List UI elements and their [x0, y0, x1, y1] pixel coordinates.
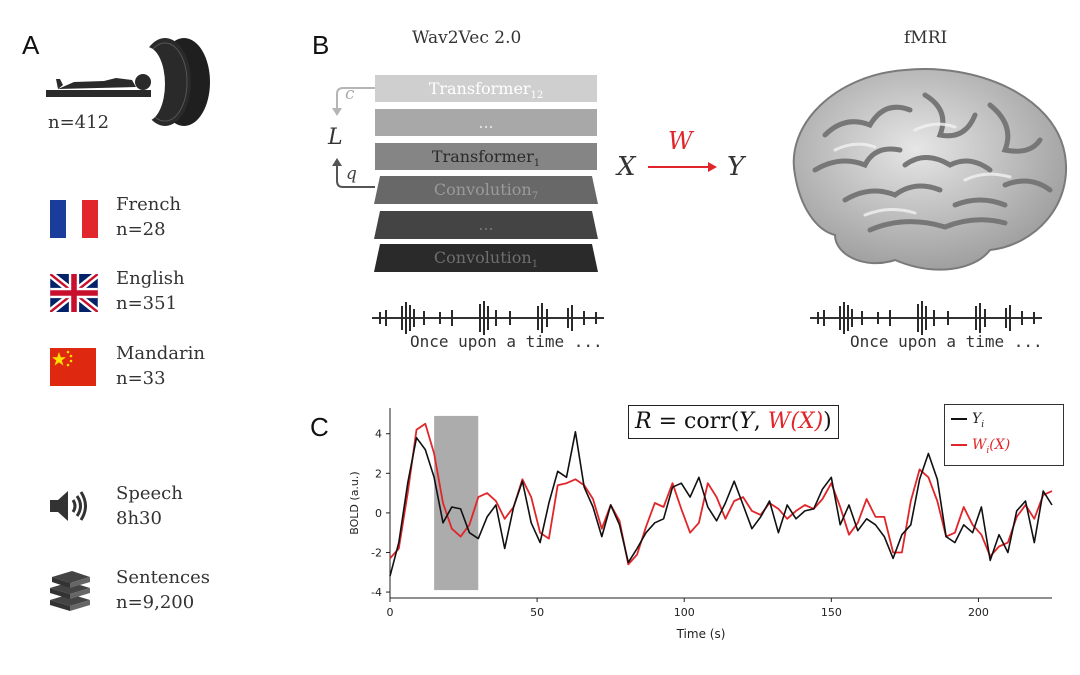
y-axis-label: BOLD (a.u.) [348, 471, 361, 534]
chart-axes: 0 50 100 150 200 -4 -2 0 2 4 Time (s) BOLD (a.u.) [348, 408, 1052, 641]
correlation-equation: R = corr(Y, W(X)) [628, 405, 839, 439]
cohort-total: n=412 [48, 112, 110, 133]
x-tick-label: 50 [530, 606, 544, 619]
sentences-label: Sentences [116, 567, 211, 588]
convolution-layer-ellipsis-label: ... [478, 215, 494, 234]
x-tick-label: 100 [674, 606, 695, 619]
panel-label-a: A [22, 30, 40, 60]
books-icon [50, 571, 90, 611]
q-label: q [346, 164, 357, 184]
x-tick-label: 0 [387, 606, 394, 619]
transformer-layer-ellipsis: ... [375, 109, 597, 136]
chart-legend: Yi Wi(X) [944, 404, 1064, 466]
language-count: n=351 [116, 293, 178, 314]
convolution-layer-ellipsis-shape [374, 211, 598, 239]
bold-timeseries-chart: 0 50 100 150 200 -4 -2 0 2 4 Time (s) BOLD (a.u.) [348, 408, 1053, 641]
speech-stat: Speech 8h30 [116, 481, 183, 531]
transformer-layer-1: Transformer1 [375, 143, 597, 170]
caption-right: Once upon a time ... [850, 332, 1043, 351]
mri-scanner-icon [46, 38, 210, 126]
china-flag-icon [50, 348, 96, 386]
brain-title: fMRI [904, 28, 948, 48]
y-tick-label: -4 [371, 586, 382, 599]
speaker-icon [50, 491, 87, 521]
x-axis-label: Time (s) [676, 627, 726, 641]
y-tick-label: 0 [375, 507, 382, 520]
equation-y: Y [739, 409, 754, 434]
equation-wx: W(X) [767, 409, 824, 434]
language-french: French n=28 [116, 192, 181, 242]
convolution-layer-1-shape [374, 244, 598, 272]
series-line-predicted [389, 422, 1053, 566]
language-name: English [116, 268, 185, 289]
y-tick-label: 4 [375, 428, 382, 441]
speech-label: Speech [116, 483, 183, 504]
y-tick-label: 2 [375, 467, 382, 480]
france-flag-icon [50, 200, 98, 238]
language-count: n=33 [116, 368, 166, 389]
convolution-stack [374, 176, 598, 272]
w-label: W [668, 127, 693, 155]
language-name: Mandarin [116, 343, 205, 364]
panel-label-c: C [310, 412, 329, 442]
uk-flag-icon [50, 274, 98, 312]
legend-item-measured: Yi [951, 409, 1057, 435]
language-count: n=28 [116, 219, 166, 240]
language-mandarin: Mandarin n=33 [116, 341, 205, 391]
legend-swatch [951, 418, 967, 420]
audio-waveform-right [810, 301, 1042, 335]
model-title: Wav2Vec 2.0 [412, 28, 522, 48]
caption-left: Once upon a time ... [410, 332, 603, 351]
language-english: English n=351 [116, 266, 185, 316]
audio-waveform-left [372, 301, 604, 335]
x-tick-label: 200 [968, 606, 989, 619]
language-name: French [116, 194, 182, 215]
sentences-stat: Sentences n=9,200 [116, 565, 210, 615]
speech-value: 8h30 [116, 508, 162, 529]
x-label: X [617, 152, 636, 182]
brain-icon [792, 68, 1068, 271]
equation-eq: = corr( [651, 409, 740, 434]
contrastive-loss-arrows [332, 87, 375, 188]
equation-comma: , [753, 409, 768, 434]
convolution-layer-1-label: Convolution1 [433, 248, 539, 271]
convolution-layer-7-label: Convolution7 [433, 180, 539, 203]
series-line-measured [389, 430, 1053, 577]
loss-label: L [328, 125, 343, 150]
convolution-layer-7-shape [374, 176, 598, 204]
equation-r: R [635, 409, 652, 434]
equation-close: ) [823, 409, 832, 434]
panel-label-b: B [312, 30, 330, 60]
y-tick-label: -2 [371, 546, 382, 559]
sentences-value: n=9,200 [116, 592, 195, 613]
mapping-arrow [648, 162, 717, 172]
chart-series [389, 422, 1053, 577]
y-label: Y [727, 152, 745, 182]
legend-item-predicted: Wi(X) [951, 435, 1057, 461]
legend-swatch [951, 443, 967, 446]
c-label: c [345, 84, 355, 104]
highlight-window [434, 415, 479, 591]
transformer-layer-12: Transformer12 [375, 75, 597, 102]
x-tick-label: 150 [821, 606, 842, 619]
